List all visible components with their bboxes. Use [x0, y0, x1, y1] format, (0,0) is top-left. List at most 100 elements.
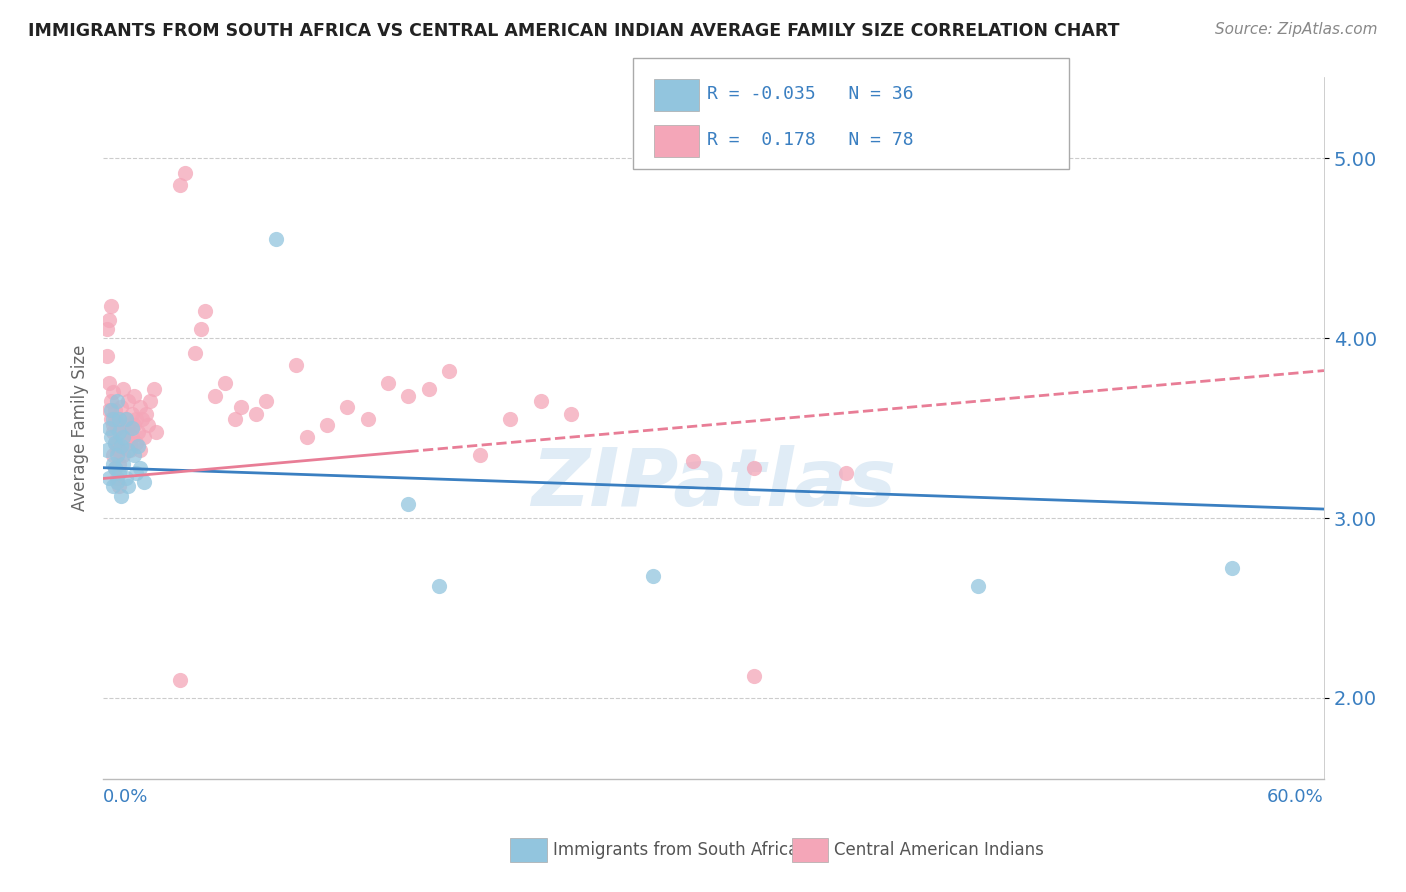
Point: [105, 421, 128, 435]
Point: [194, 304, 217, 318]
Point: [117, 478, 139, 492]
Point: [98, 421, 121, 435]
Point: [135, 407, 157, 421]
Point: [98, 471, 121, 485]
Point: [122, 448, 145, 462]
Point: [108, 478, 131, 492]
Point: [104, 403, 127, 417]
Point: [967, 579, 990, 593]
Point: [190, 322, 212, 336]
Point: [316, 417, 339, 432]
Point: [105, 448, 128, 462]
Point: [125, 412, 148, 426]
Point: [682, 453, 704, 467]
Point: [143, 382, 166, 396]
Point: [103, 448, 125, 462]
Point: [98, 403, 121, 417]
Point: [529, 394, 551, 409]
Point: [122, 417, 145, 432]
Point: [108, 457, 131, 471]
Point: [173, 166, 195, 180]
Point: [104, 460, 127, 475]
Point: [499, 412, 522, 426]
Point: [121, 421, 143, 435]
Point: [105, 394, 128, 409]
Point: [641, 568, 664, 582]
Point: [100, 412, 122, 426]
Point: [98, 376, 121, 391]
Point: [127, 439, 149, 453]
Point: [108, 412, 131, 426]
Point: [122, 389, 145, 403]
Point: [117, 394, 139, 409]
Point: [231, 400, 253, 414]
Point: [98, 313, 121, 327]
Point: [377, 376, 399, 391]
Point: [104, 412, 127, 426]
Point: [105, 475, 128, 489]
Point: [100, 299, 122, 313]
Point: [103, 412, 125, 426]
Point: [117, 442, 139, 457]
Point: [108, 412, 131, 426]
Point: [114, 425, 136, 439]
Point: [110, 439, 132, 453]
Point: [169, 673, 191, 687]
Text: 60.0%: 60.0%: [1267, 788, 1324, 805]
Point: [560, 407, 582, 421]
Point: [100, 403, 122, 417]
Point: [96, 322, 118, 336]
Point: [224, 412, 246, 426]
Point: [128, 400, 150, 414]
Point: [112, 457, 135, 471]
Point: [100, 430, 122, 444]
Point: [336, 400, 359, 414]
Point: [104, 435, 127, 450]
Point: [131, 412, 153, 426]
Point: [103, 478, 125, 492]
Point: [100, 394, 122, 409]
Point: [105, 435, 128, 450]
Text: IMMIGRANTS FROM SOUTH AFRICA VS CENTRAL AMERICAN INDIAN AVERAGE FAMILY SIZE CORR: IMMIGRANTS FROM SOUTH AFRICA VS CENTRAL …: [28, 22, 1119, 40]
Point: [103, 457, 125, 471]
Text: Central American Indians: Central American Indians: [834, 841, 1043, 859]
Point: [121, 407, 143, 421]
Point: [169, 178, 191, 193]
Point: [103, 385, 125, 400]
Point: [1222, 561, 1244, 575]
Point: [103, 417, 125, 432]
Point: [121, 430, 143, 444]
Point: [114, 412, 136, 426]
Point: [396, 497, 419, 511]
Point: [110, 490, 132, 504]
Point: [105, 442, 128, 457]
Point: [105, 471, 128, 485]
Point: [108, 425, 131, 439]
Point: [108, 442, 131, 457]
Point: [254, 394, 277, 409]
Text: Immigrants from South Africa: Immigrants from South Africa: [553, 841, 797, 859]
Point: [396, 389, 419, 403]
Point: [112, 430, 135, 444]
Point: [96, 349, 118, 363]
Text: R =  0.178   N = 78: R = 0.178 N = 78: [707, 131, 914, 149]
Point: [264, 232, 287, 246]
Point: [103, 425, 125, 439]
Point: [110, 400, 132, 414]
Point: [204, 389, 226, 403]
Point: [104, 460, 127, 475]
Point: [128, 460, 150, 475]
Point: [285, 358, 308, 372]
Point: [125, 466, 148, 480]
Point: [356, 412, 378, 426]
Point: [118, 435, 141, 450]
Point: [139, 394, 162, 409]
Point: [108, 466, 131, 480]
Point: [136, 417, 159, 432]
Point: [742, 669, 765, 683]
Point: [112, 382, 135, 396]
Y-axis label: Average Family Size: Average Family Size: [72, 345, 89, 511]
Point: [96, 442, 118, 457]
Point: [128, 442, 150, 457]
Point: [117, 417, 139, 432]
